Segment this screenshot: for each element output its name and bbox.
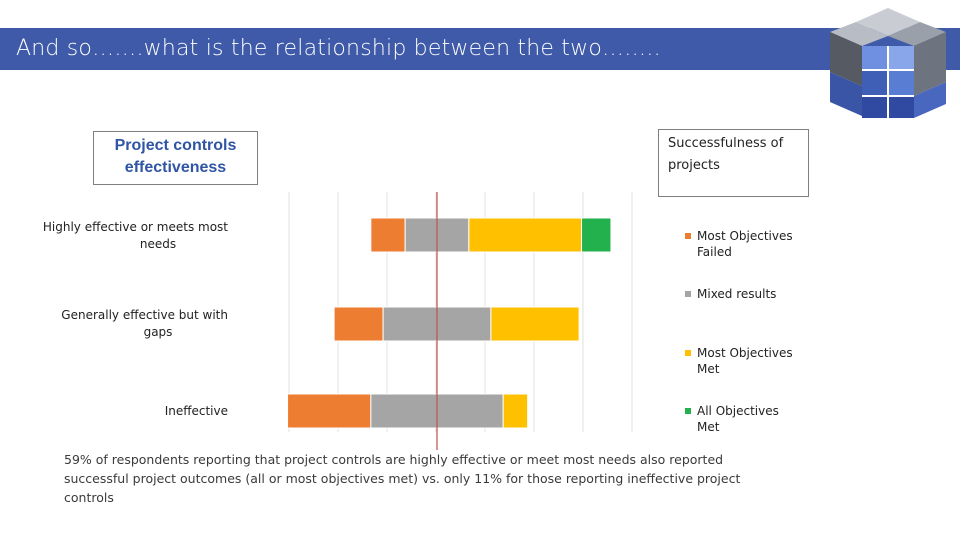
legend-swatch [685, 291, 691, 297]
legend-item: Most Objectives Met [685, 345, 805, 377]
bar-segment [333, 306, 384, 342]
legend-item: All Objectives Met [685, 403, 805, 435]
legend-label: Most Objectives Met [697, 346, 793, 376]
title-bar [0, 28, 960, 70]
category-label: Highly effective or meets most needs [43, 220, 228, 251]
legend-swatch [685, 408, 691, 414]
bar-segment [502, 393, 529, 429]
legend-item: Most Objectives Failed [685, 228, 805, 260]
project-controls-label: Project controls effectiveness [114, 137, 237, 176]
bar-segment [287, 393, 372, 429]
successfulness-label: Successfulness of projects [668, 136, 784, 173]
legend-item: Mixed results [685, 286, 805, 302]
bar-segment [370, 217, 406, 253]
cube-logo-icon [830, 8, 946, 118]
bar-segment [468, 217, 583, 253]
bar-segment [490, 306, 580, 342]
successfulness-label-box: Successfulness of projects [658, 129, 809, 197]
legend-label: Most Objectives Failed [697, 229, 793, 259]
chart-caption: 59% of respondents reporting that projec… [64, 452, 741, 505]
legend-swatch [685, 233, 691, 239]
legend-swatch [685, 350, 691, 356]
legend-label: Mixed results [697, 287, 777, 301]
category-label: Generally effective but with gaps [61, 308, 228, 339]
project-controls-label-box: Project controls effectiveness [93, 131, 258, 185]
bar-segment [581, 217, 612, 253]
legend-label: All Objectives Met [697, 404, 779, 434]
slide-title: And so…….what is the relationship betwee… [16, 36, 661, 61]
category-label: Ineffective [165, 404, 228, 418]
